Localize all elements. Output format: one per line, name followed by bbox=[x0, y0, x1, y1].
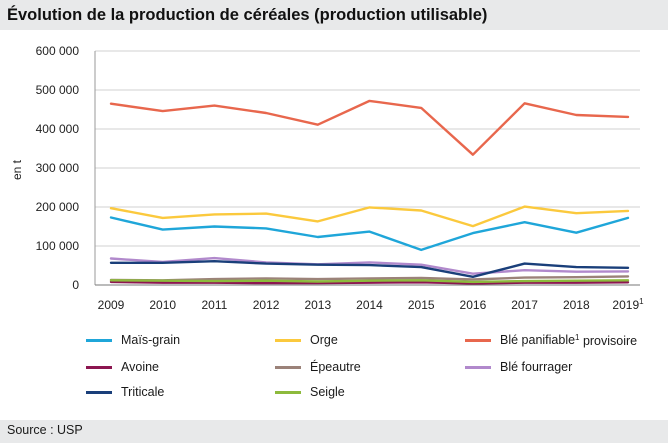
series-line-avoine bbox=[109, 280, 630, 285]
x-tick-label: 2016 bbox=[460, 298, 487, 312]
x-tick-label: 2010 bbox=[149, 298, 176, 312]
legend-swatch bbox=[275, 339, 301, 342]
y-tick-label: 600 000 bbox=[36, 44, 80, 58]
x-tick-label: 2012 bbox=[253, 298, 280, 312]
legend-swatch bbox=[275, 391, 301, 394]
legend-label: Avoine bbox=[121, 360, 159, 374]
title-bar: Évolution de la production de céréales (… bbox=[0, 0, 668, 30]
x-tick-label: 2018 bbox=[563, 298, 590, 312]
legend-label: Maïs-grain bbox=[121, 333, 181, 347]
series-line-seigle bbox=[109, 279, 630, 284]
footnote-text: provisoire bbox=[582, 334, 638, 349]
x-tick-label: 20191 bbox=[612, 297, 644, 312]
series-line-bl-panifiable bbox=[109, 99, 630, 156]
legend-swatch bbox=[86, 391, 112, 394]
y-tick-label: 0 bbox=[72, 278, 79, 292]
legend-label: Seigle bbox=[310, 385, 345, 399]
legend-swatch bbox=[86, 366, 112, 369]
x-tick-label: 2013 bbox=[304, 298, 331, 312]
chart-title: Évolution de la production de céréales (… bbox=[7, 6, 488, 24]
series-line-bl-fourrager bbox=[109, 256, 630, 275]
series-line-ma-s-grain bbox=[109, 216, 630, 252]
legend-label: Blé fourrager bbox=[500, 360, 573, 374]
source-bar: Source : USP bbox=[0, 420, 668, 443]
y-tick-label: 100 000 bbox=[36, 239, 80, 253]
legend-swatch bbox=[465, 339, 491, 342]
legend-label: Blé panifiable bbox=[500, 333, 576, 347]
y-tick-label: 500 000 bbox=[36, 83, 80, 97]
x-tick-superscript: 1 bbox=[639, 297, 644, 306]
legend-label: Triticale bbox=[121, 385, 165, 399]
legend-swatch bbox=[275, 366, 301, 369]
y-tick-label: 300 000 bbox=[36, 161, 80, 175]
series-line-triticale bbox=[109, 260, 630, 278]
legend-swatch bbox=[86, 339, 112, 342]
y-tick-label: 400 000 bbox=[36, 122, 80, 136]
x-tick-label: 2009 bbox=[98, 298, 125, 312]
x-tick-label: 2011 bbox=[201, 298, 227, 312]
footnote-marker: 1 bbox=[575, 333, 580, 342]
legend-label: Orge bbox=[310, 333, 338, 347]
legend-label: Épeautre bbox=[310, 360, 361, 374]
series-line--peautre bbox=[109, 275, 630, 282]
x-tick-label: 2014 bbox=[356, 298, 383, 312]
source-label: Source : USP bbox=[7, 423, 83, 437]
legend-swatch bbox=[465, 366, 491, 369]
y-axis-label: en t bbox=[10, 159, 24, 180]
x-tick-label: 2017 bbox=[511, 298, 538, 312]
series-line-orge bbox=[109, 205, 630, 228]
x-tick-label: 2015 bbox=[408, 298, 435, 312]
footnote: 1 provisoire bbox=[575, 333, 637, 348]
y-tick-label: 200 000 bbox=[36, 200, 80, 214]
